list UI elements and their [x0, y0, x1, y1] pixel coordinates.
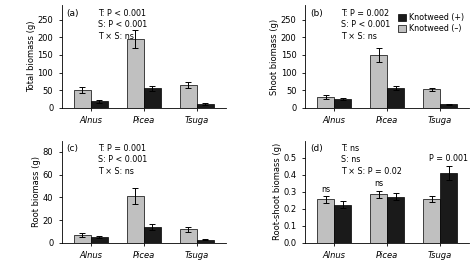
Text: T: ns
S: ns
T × S: P = 0.02: T: ns S: ns T × S: P = 0.02 — [341, 144, 402, 176]
Legend: Knotweed (+), Knotweed (–): Knotweed (+), Knotweed (–) — [397, 13, 465, 34]
Bar — [370, 194, 387, 243]
Text: ns: ns — [374, 179, 383, 188]
Bar — [74, 90, 91, 108]
Y-axis label: Shoot biomass (g): Shoot biomass (g) — [270, 19, 279, 95]
Bar — [423, 90, 440, 108]
Bar — [317, 200, 334, 243]
Bar — [387, 197, 404, 243]
Bar — [74, 235, 91, 243]
Y-axis label: Total biomass (g): Total biomass (g) — [27, 21, 36, 92]
Bar — [440, 173, 457, 243]
Bar — [334, 204, 351, 243]
Text: (b): (b) — [310, 8, 323, 17]
Y-axis label: Root biomass (g): Root biomass (g) — [32, 156, 41, 227]
Text: (a): (a) — [66, 8, 79, 17]
Bar — [127, 196, 144, 243]
Bar — [334, 99, 351, 108]
Bar — [144, 88, 161, 108]
Bar — [91, 237, 108, 243]
Bar — [91, 102, 108, 108]
Text: ns: ns — [321, 185, 330, 194]
Text: T: P = 0.001
S: P < 0.001
T × S: ns: T: P = 0.001 S: P < 0.001 T × S: ns — [98, 144, 147, 176]
Text: P = 0.001: P = 0.001 — [429, 154, 468, 163]
Text: T: P < 0.001
S: P < 0.001
T × S: ns: T: P < 0.001 S: P < 0.001 T × S: ns — [98, 8, 147, 41]
Bar — [317, 97, 334, 108]
Bar — [144, 227, 161, 243]
Bar — [180, 85, 197, 108]
Bar — [180, 229, 197, 243]
Bar — [197, 103, 214, 108]
Bar — [197, 240, 214, 243]
Bar — [387, 88, 404, 108]
Bar — [127, 39, 144, 108]
Bar — [440, 104, 457, 108]
Text: T: P = 0.002
S: P < 0.001
T × S: ns: T: P = 0.002 S: P < 0.001 T × S: ns — [341, 8, 390, 41]
Bar — [423, 199, 440, 243]
Text: (d): (d) — [310, 144, 323, 153]
Y-axis label: Root-shoot biomass (g): Root-shoot biomass (g) — [273, 143, 282, 241]
Bar — [370, 55, 387, 108]
Text: (c): (c) — [66, 144, 79, 153]
